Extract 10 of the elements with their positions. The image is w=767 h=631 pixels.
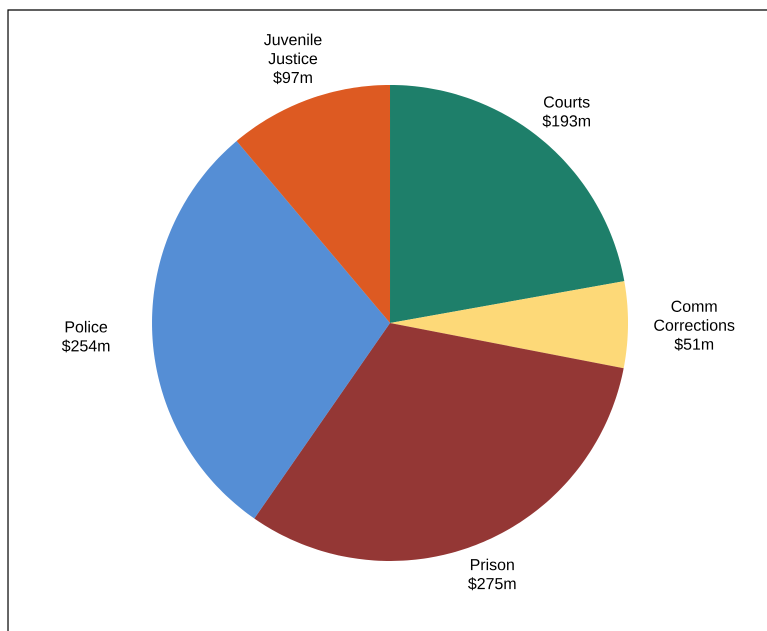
- data-label: $275m: [468, 577, 516, 590]
- data-label: $254m: [62, 340, 110, 352]
- slice-label: Juvenile Justice: [264, 34, 322, 64]
- slice-label: Comm Corrections: [654, 300, 734, 331]
- data-label: $193m: [542, 114, 590, 128]
- slice-label: Prison: [470, 558, 514, 570]
- data-label: $51m: [674, 338, 714, 351]
- slice-label: Courts: [544, 96, 590, 108]
- data-label: $97m: [273, 71, 312, 84]
- slice-label: Police: [66, 320, 108, 333]
